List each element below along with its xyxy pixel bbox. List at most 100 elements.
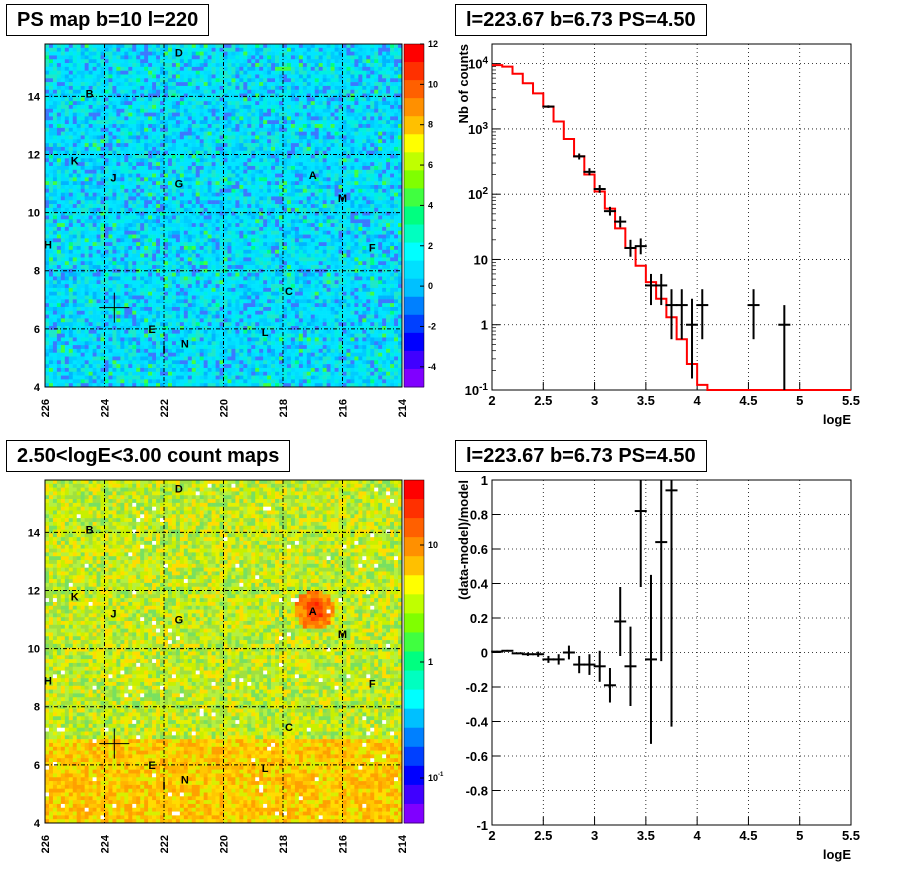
map-pixel	[136, 128, 140, 132]
map-pixel	[105, 284, 109, 288]
map-pixel	[116, 82, 120, 86]
map-pixel	[227, 219, 231, 223]
map-pixel	[124, 337, 128, 341]
map-pixel	[176, 105, 180, 109]
map-pixel	[97, 216, 101, 220]
map-pixel	[192, 216, 196, 220]
map-pixel	[188, 292, 192, 296]
map-pixel	[235, 330, 239, 334]
map-pixel	[231, 147, 235, 151]
map-pixel	[156, 326, 160, 330]
map-pixel	[251, 193, 255, 197]
map-pixel	[152, 135, 156, 139]
map-pixel	[212, 105, 216, 109]
map-pixel	[53, 139, 57, 143]
map-pixel	[255, 311, 259, 315]
map-pixel	[204, 345, 208, 349]
map-pixel	[108, 280, 112, 284]
map-pixel	[196, 97, 200, 101]
map-pixel	[176, 143, 180, 147]
map-pixel	[57, 311, 61, 315]
map-pixel	[120, 105, 124, 109]
map-pixel	[61, 372, 65, 376]
map-pixel	[128, 276, 132, 280]
map-pixel	[188, 59, 192, 63]
map-pixel	[65, 223, 69, 227]
map-pixel	[239, 326, 243, 330]
map-pixel	[208, 44, 212, 48]
map-pixel	[65, 345, 69, 349]
map-pixel	[164, 368, 168, 372]
map-pixel	[57, 109, 61, 113]
map-pixel	[208, 334, 212, 338]
map-pixel	[212, 227, 216, 231]
map-pixel	[180, 273, 184, 277]
map-pixel	[259, 238, 263, 242]
map-pixel	[144, 101, 148, 105]
map-pixel	[216, 204, 220, 208]
map-pixel	[168, 353, 172, 357]
map-pixel	[231, 330, 235, 334]
map-pixel	[124, 181, 128, 185]
map-pixel	[136, 55, 140, 59]
map-pixel	[243, 368, 247, 372]
map-pixel	[144, 139, 148, 143]
map-pixel	[105, 276, 109, 280]
map-pixel	[247, 315, 251, 319]
map-pixel	[97, 265, 101, 269]
map-pixel	[239, 379, 243, 383]
map-pixel	[69, 265, 73, 269]
map-pixel	[49, 166, 53, 170]
map-pixel	[188, 334, 192, 338]
map-pixel	[45, 276, 49, 280]
map-pixel	[53, 63, 57, 67]
map-pixel	[192, 189, 196, 193]
map-pixel	[239, 193, 243, 197]
map-pixel	[239, 97, 243, 101]
map-pixel	[136, 261, 140, 265]
map-pixel	[200, 147, 204, 151]
map-pixel	[192, 257, 196, 261]
map-pixel	[85, 109, 89, 113]
map-pixel	[73, 124, 77, 128]
map-pixel	[124, 311, 128, 315]
map-pixel	[255, 337, 259, 341]
map-pixel	[97, 357, 101, 361]
map-pixel	[124, 246, 128, 250]
map-pixel	[61, 337, 65, 341]
map-pixel	[200, 372, 204, 376]
map-pixel	[164, 208, 168, 212]
map-pixel	[212, 345, 216, 349]
map-pixel	[180, 303, 184, 307]
map-pixel	[108, 193, 112, 197]
map-pixel	[45, 82, 49, 86]
map-pixel	[77, 200, 81, 204]
map-pixel	[57, 48, 61, 52]
map-pixel	[243, 90, 247, 94]
map-pixel	[216, 120, 220, 124]
map-pixel	[164, 158, 168, 162]
map-pixel	[112, 280, 116, 284]
map-pixel	[152, 105, 156, 109]
map-pixel	[180, 242, 184, 246]
map-pixel	[73, 189, 77, 193]
map-pixel	[57, 170, 61, 174]
map-pixel	[116, 261, 120, 265]
map-pixel	[108, 74, 112, 78]
map-pixel	[61, 345, 65, 349]
map-pixel	[73, 82, 77, 86]
map-pixel	[196, 307, 200, 311]
map-pixel	[176, 303, 180, 307]
map-pixel	[168, 200, 172, 204]
map-pixel	[235, 52, 239, 56]
map-pixel	[235, 204, 239, 208]
map-pixel	[49, 105, 53, 109]
map-pixel	[188, 44, 192, 48]
map-pixel	[136, 74, 140, 78]
map-pixel	[73, 254, 77, 258]
map-pixel	[112, 124, 116, 128]
map-pixel	[255, 322, 259, 326]
map-pixel	[85, 132, 89, 136]
map-pixel	[224, 86, 228, 90]
map-pixel	[243, 86, 247, 90]
